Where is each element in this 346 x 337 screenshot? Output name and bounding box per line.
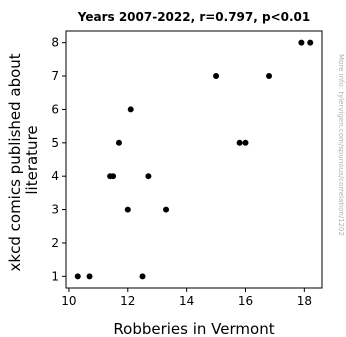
y-axis-title-line-2: literature: [23, 125, 41, 194]
y-tick-label: 1: [51, 269, 59, 283]
y-tick-label: 7: [51, 69, 59, 83]
y-tick-label: 5: [51, 136, 59, 150]
data-point: [242, 139, 249, 146]
y-axis-title: xkcd comics published about literature: [6, 49, 41, 272]
chart-title: Years 2007-2022, r=0.797, p<0.01: [77, 10, 311, 24]
y-tick-label: 2: [51, 236, 59, 250]
data-point: [115, 139, 122, 146]
data-point: [74, 273, 81, 280]
x-axis-title: Robberies in Vermont: [113, 320, 274, 337]
data-point: [213, 73, 220, 80]
data-point: [266, 73, 273, 80]
x-axis: 10 12 14 16 18: [61, 288, 312, 308]
x-tick-label: 14: [179, 294, 194, 308]
x-tick-label: 16: [238, 294, 253, 308]
x-tick-label: 10: [61, 294, 76, 308]
y-axis-title-line-1: xkcd comics published about: [6, 53, 24, 271]
y-tick-label: 8: [51, 36, 59, 50]
y-tick-label: 3: [51, 203, 59, 217]
watermark: More info: tylervigen.com/spurious/corre…: [337, 54, 345, 236]
data-points: [74, 39, 314, 280]
data-point: [298, 39, 305, 46]
y-tick-label: 6: [51, 102, 59, 116]
data-point: [139, 273, 146, 280]
x-tick-label: 18: [297, 294, 312, 308]
x-tick-label: 12: [120, 294, 135, 308]
plot-frame: [65, 30, 323, 289]
data-point: [145, 173, 152, 180]
y-axis: 1 2 3 4 5 6 7 8: [51, 36, 66, 283]
data-point: [127, 106, 134, 113]
data-point: [163, 206, 170, 213]
data-point: [307, 39, 314, 46]
y-tick-label: 4: [51, 169, 59, 183]
data-point: [236, 139, 243, 146]
data-point: [86, 273, 93, 280]
data-point: [110, 173, 117, 180]
data-point: [124, 206, 131, 213]
